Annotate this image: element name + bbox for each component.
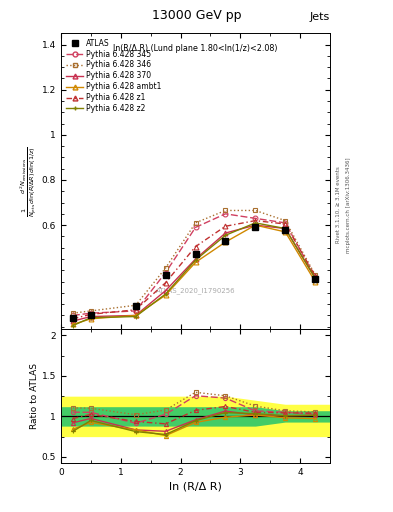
Y-axis label: $\frac{1}{N_{\mathrm{jets}}}\frac{d^2 N_{\mathrm{emissions}}}{d\ln(R/\Delta R)\,: $\frac{1}{N_{\mathrm{jets}}}\frac{d^2 N_…: [18, 145, 39, 217]
Legend: ATLAS, Pythia 6.428 345, Pythia 6.428 346, Pythia 6.428 370, Pythia 6.428 ambt1,: ATLAS, Pythia 6.428 345, Pythia 6.428 34…: [65, 37, 163, 115]
X-axis label: ln (R/Δ R): ln (R/Δ R): [169, 481, 222, 492]
Text: 13000 GeV pp: 13000 GeV pp: [152, 9, 241, 22]
Text: Jets: Jets: [310, 11, 330, 22]
Text: mcplots.cern.ch [arXiv:1306.3436]: mcplots.cern.ch [arXiv:1306.3436]: [346, 157, 351, 252]
Text: ln(R/Δ R) (Lund plane 1.80<ln(1/z)<2.08): ln(R/Δ R) (Lund plane 1.80<ln(1/z)<2.08): [113, 44, 278, 53]
Y-axis label: Ratio to ATLAS: Ratio to ATLAS: [30, 363, 39, 429]
Text: ATLAS_2020_I1790256: ATLAS_2020_I1790256: [156, 287, 235, 294]
Text: Rivet 3.1.10, ≥ 3.1M events: Rivet 3.1.10, ≥ 3.1M events: [336, 166, 341, 243]
